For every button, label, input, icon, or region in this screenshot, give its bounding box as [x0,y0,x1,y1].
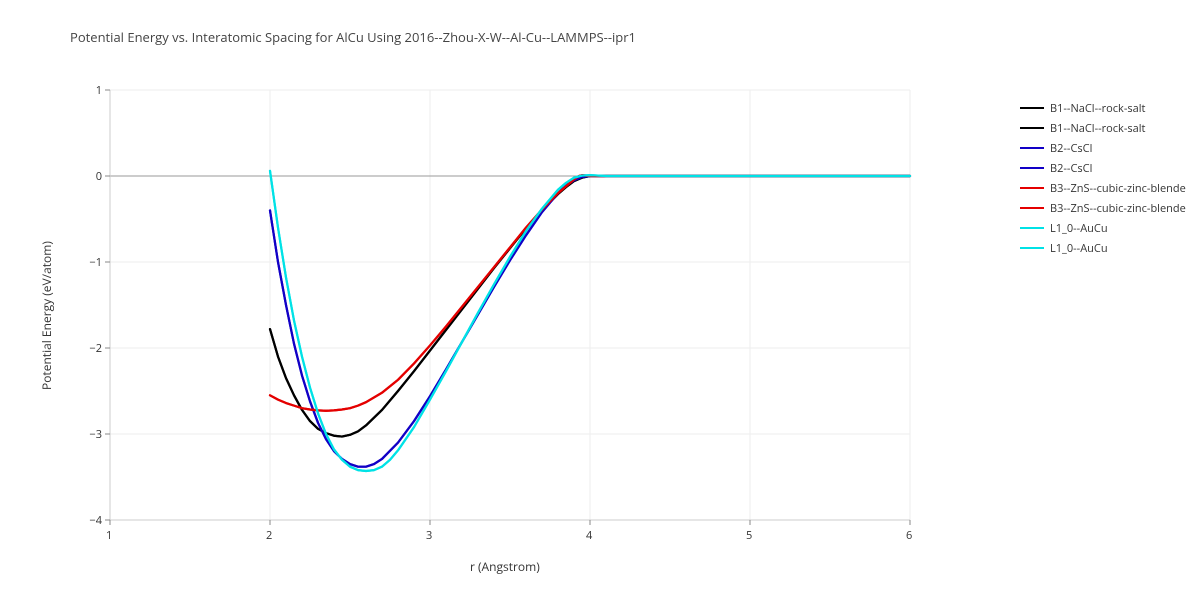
legend-swatch [1020,187,1044,189]
y-axis-label: Potential Energy (eV/atom) [38,241,55,390]
legend-item[interactable]: L1_0--AuCu [1020,218,1186,238]
legend-label: B3--ZnS--cubic-zinc-blende [1050,201,1186,216]
legend-label: B3--ZnS--cubic-zinc-blende [1050,181,1186,196]
x-tick: 6 [906,528,912,543]
legend-label: B2--CsCl [1050,161,1092,176]
legend-label: L1_0--AuCu [1050,241,1108,256]
legend-swatch [1020,147,1044,149]
chart-plot [0,0,1200,600]
legend-swatch [1020,207,1044,209]
legend-item[interactable]: B2--CsCl [1020,138,1186,158]
y-tick: 1 [72,83,102,98]
y-tick: −2 [72,341,102,356]
legend-swatch [1020,227,1044,229]
x-axis-label: r (Angstrom) [470,558,540,575]
legend-item[interactable]: B1--NaCl--rock-salt [1020,98,1186,118]
x-tick: 3 [426,528,432,543]
x-tick: 5 [746,528,752,543]
legend-label: B1--NaCl--rock-salt [1050,101,1145,116]
y-tick: −4 [72,513,102,528]
x-tick: 2 [266,528,272,543]
legend-item[interactable]: B1--NaCl--rock-salt [1020,118,1186,138]
x-tick: 4 [586,528,592,543]
legend-item[interactable]: B2--CsCl [1020,158,1186,178]
legend-label: L1_0--AuCu [1050,221,1108,236]
legend-swatch [1020,107,1044,109]
y-tick: −1 [72,255,102,270]
legend-swatch [1020,247,1044,249]
y-tick: −3 [72,427,102,442]
legend-item[interactable]: B3--ZnS--cubic-zinc-blende [1020,198,1186,218]
y-tick: 0 [72,169,102,184]
legend-item[interactable]: L1_0--AuCu [1020,238,1186,258]
legend-swatch [1020,127,1044,129]
legend-item[interactable]: B3--ZnS--cubic-zinc-blende [1020,178,1186,198]
legend-label: B2--CsCl [1050,141,1092,156]
x-tick: 1 [106,528,112,543]
legend[interactable]: B1--NaCl--rock-salt B1--NaCl--rock-salt B2… [1020,98,1186,258]
legend-swatch [1020,167,1044,169]
legend-label: B1--NaCl--rock-salt [1050,121,1145,136]
